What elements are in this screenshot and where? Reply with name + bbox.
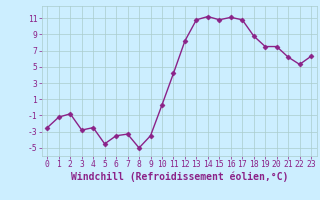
X-axis label: Windchill (Refroidissement éolien,°C): Windchill (Refroidissement éolien,°C): [70, 172, 288, 182]
